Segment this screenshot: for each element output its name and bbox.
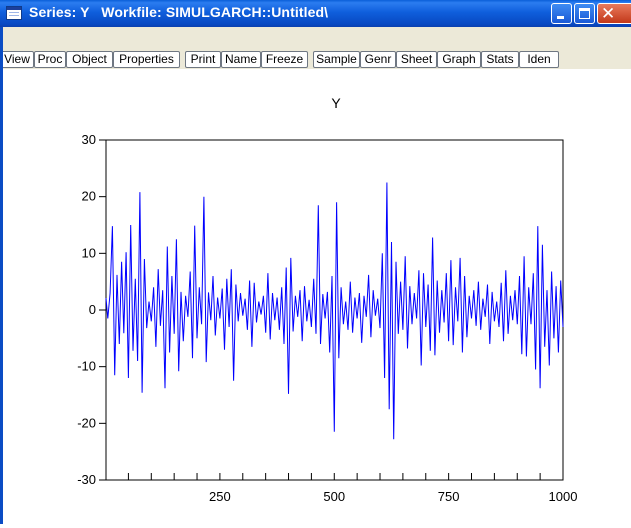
toolbar: View Proc Object Properties Print Name F… xyxy=(0,27,631,69)
graph-button[interactable]: Graph xyxy=(437,51,481,68)
sample-button[interactable]: Sample xyxy=(313,51,360,68)
title-bar[interactable]: Series: Y Workfile: SIMULGARCH::Untitled… xyxy=(0,0,631,27)
sheet-button[interactable]: Sheet xyxy=(396,51,437,68)
x-tick-label: 1000 xyxy=(549,489,578,504)
y-tick-label: 20 xyxy=(82,189,96,204)
y-tick-label: 30 xyxy=(82,132,96,147)
line-chart: Y 30 20 10 0 -10 -20 -30 250 500 750 1000 xyxy=(77,95,578,504)
proc-button[interactable]: Proc xyxy=(34,51,66,68)
name-button[interactable]: Name xyxy=(221,51,261,68)
y-tick-label: 10 xyxy=(82,245,96,260)
window-title: Series: Y Workfile: SIMULGARCH::Untitled… xyxy=(29,4,329,20)
properties-button[interactable]: Properties xyxy=(113,51,180,68)
y-tick-label: -10 xyxy=(77,359,96,374)
y-axis: 30 20 10 0 -10 -20 -30 xyxy=(77,132,106,487)
close-icon: ✕ xyxy=(601,4,616,24)
y-tick-label: 0 xyxy=(89,302,96,317)
object-button[interactable]: Object xyxy=(66,51,113,68)
maximize-icon xyxy=(579,8,590,19)
x-tick-label: 250 xyxy=(209,489,231,504)
close-button[interactable]: ✕ xyxy=(597,3,631,24)
maximize-button[interactable] xyxy=(574,3,595,24)
ident-button[interactable]: Iden xyxy=(519,51,559,68)
x-tick-label: 750 xyxy=(438,489,460,504)
series-y-line xyxy=(105,182,564,440)
minimize-button[interactable] xyxy=(551,3,572,24)
graph-view: Y 30 20 10 0 -10 -20 -30 250 500 750 1000 xyxy=(3,69,631,524)
x-tick-label: 500 xyxy=(323,489,345,504)
minimize-icon xyxy=(557,16,564,19)
window-icon[interactable] xyxy=(6,6,22,20)
x-axis: 250 500 750 1000 xyxy=(127,473,578,504)
y-tick-label: -30 xyxy=(77,472,96,487)
print-button[interactable]: Print xyxy=(185,51,221,68)
view-button[interactable]: View xyxy=(0,51,34,68)
stats-button[interactable]: Stats xyxy=(481,51,519,68)
genr-button[interactable]: Genr xyxy=(360,51,396,68)
chart-title: Y xyxy=(331,95,341,111)
window-left-border xyxy=(0,27,3,524)
y-tick-label: -20 xyxy=(77,415,96,430)
freeze-button[interactable]: Freeze xyxy=(261,51,308,68)
